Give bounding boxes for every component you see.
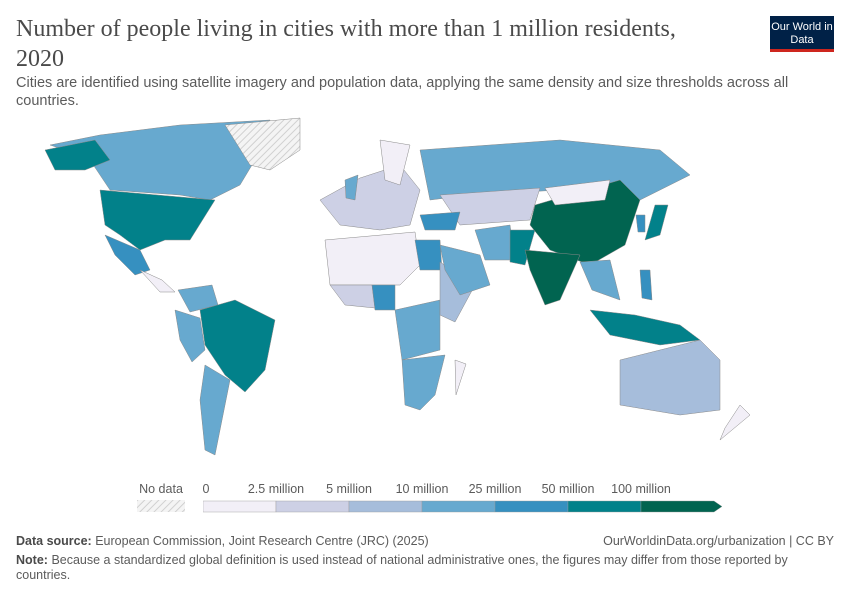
world-map[interactable] xyxy=(0,112,850,477)
legend-tick-label: 50 million xyxy=(541,482,595,496)
legend-tick-label: 5 million xyxy=(326,482,372,496)
country-turkey[interactable] xyxy=(419,211,461,231)
legend-bin[interactable] xyxy=(567,500,642,513)
country-pakistan[interactable] xyxy=(509,229,536,266)
country-west-africa[interactable] xyxy=(329,284,376,309)
legend-no-data-label: No data xyxy=(139,482,183,496)
country-scandinavia[interactable] xyxy=(379,139,411,186)
legend-color-bar xyxy=(203,500,723,513)
country-argentina[interactable] xyxy=(199,364,231,456)
chart-title: Number of people living in cities with m… xyxy=(16,16,676,72)
country-philippines[interactable] xyxy=(639,269,653,301)
country-europe[interactable] xyxy=(319,164,421,231)
data-source: Data source: European Commission, Joint … xyxy=(16,534,429,548)
country-south-korea[interactable] xyxy=(635,214,646,233)
source-url-link[interactable]: OurWorldinData.org/urbanization | CC BY xyxy=(603,534,834,548)
country-southern-africa[interactable] xyxy=(401,354,446,411)
note-text: Because a standardized global definition… xyxy=(16,553,788,582)
country-southeast-asia[interactable] xyxy=(579,259,621,301)
country-central-africa[interactable] xyxy=(394,299,441,361)
country-madagascar[interactable] xyxy=(454,359,467,396)
legend-bin[interactable] xyxy=(275,500,350,513)
source-text: European Commission, Joint Research Cent… xyxy=(95,534,429,548)
country-central-america[interactable] xyxy=(139,269,176,293)
legend-bin[interactable] xyxy=(494,500,569,513)
country-greenland[interactable] xyxy=(224,117,301,171)
country-india[interactable] xyxy=(524,249,581,306)
legend-tick-label: 2.5 million xyxy=(247,482,305,496)
legend-bin[interactable] xyxy=(640,500,723,513)
legend-tick-label: 10 million xyxy=(395,482,449,496)
country-brazil[interactable] xyxy=(199,299,276,393)
legend-tick-label: 100 million xyxy=(611,482,671,496)
chart-subtitle: Cities are identified using satellite im… xyxy=(16,75,789,109)
country-nigeria[interactable] xyxy=(371,284,396,311)
legend-tick-label: 0 xyxy=(202,482,210,496)
country-indonesia[interactable] xyxy=(589,309,701,346)
country-mongolia[interactable] xyxy=(544,179,611,206)
country-new-zealand[interactable] xyxy=(719,404,751,441)
legend-tick-label: 25 million xyxy=(468,482,522,496)
country-egypt[interactable] xyxy=(414,239,443,271)
country-united-kingdom[interactable] xyxy=(344,174,359,201)
legend-bin[interactable] xyxy=(348,500,423,513)
country-saudi-arabia[interactable] xyxy=(439,244,491,296)
legend-bin[interactable] xyxy=(203,500,277,513)
legend-bin[interactable] xyxy=(421,500,496,513)
map-legend: No data 0 2.5 million 5 million 10 million 2… xyxy=(0,480,850,520)
country-alaska[interactable] xyxy=(44,139,111,171)
chart-note: Note: Because a standardized global defi… xyxy=(16,553,788,582)
country-japan[interactable] xyxy=(644,204,669,241)
country-iran[interactable] xyxy=(474,224,516,261)
country-australia[interactable] xyxy=(619,339,721,416)
country-north-africa[interactable] xyxy=(324,231,421,286)
owid-logo[interactable]: Our World in Data xyxy=(770,16,834,52)
legend-no-data-swatch xyxy=(137,500,185,512)
country-peru[interactable] xyxy=(174,309,206,363)
country-united-states[interactable] xyxy=(99,189,216,251)
